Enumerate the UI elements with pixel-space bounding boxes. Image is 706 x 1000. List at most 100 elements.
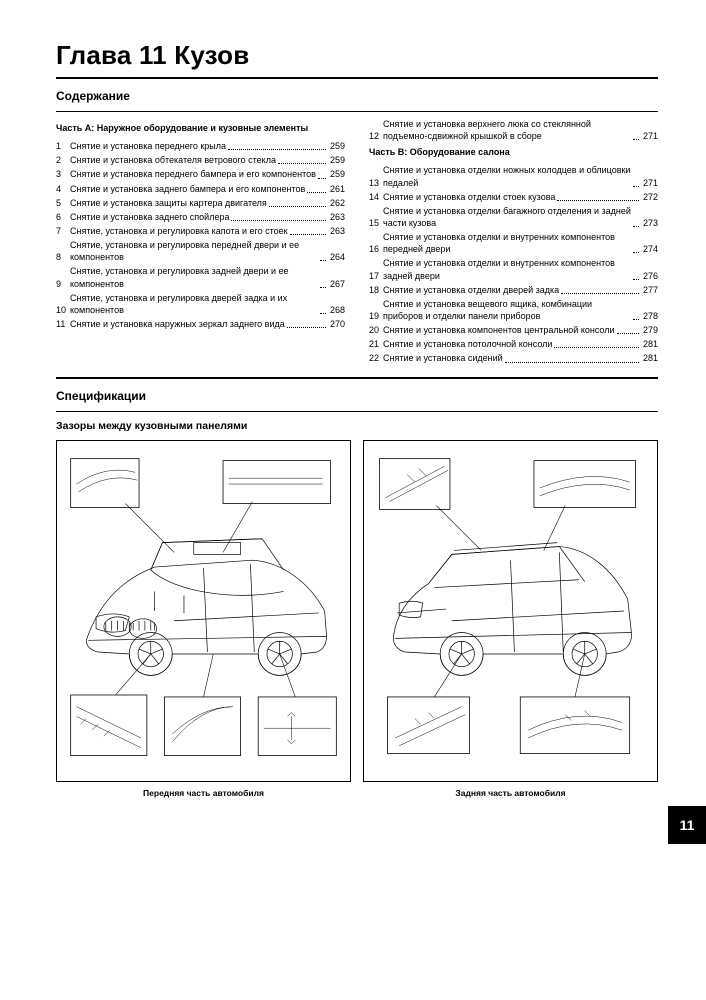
- toc-entry: 20Снятие и установка компонентов централ…: [369, 324, 658, 336]
- toc-text: Снятие и установка отделки и внутренних …: [383, 231, 631, 255]
- toc-leader: [633, 252, 639, 253]
- toc-leader: [320, 260, 326, 261]
- toc-entry: 2Снятие и установка обтекателя ветрового…: [56, 154, 345, 166]
- toc-page: 263: [328, 211, 345, 223]
- toc-text: Снятие и установка верхнего люка со стек…: [383, 118, 631, 142]
- toc-number: 5: [56, 197, 70, 209]
- toc-leader: [557, 200, 639, 201]
- toc-text: Снятие и установка отделки дверей задка: [383, 284, 559, 296]
- toc-page: 262: [328, 197, 345, 209]
- toc-page: 271: [641, 177, 658, 189]
- toc-text: Снятие и установка отделки стоек кузова: [383, 191, 555, 203]
- toc-page: 264: [328, 251, 345, 263]
- toc-number: 17: [369, 270, 383, 282]
- toc-leader: [320, 287, 326, 288]
- toc-number: 21: [369, 338, 383, 350]
- rule-under-contents: [56, 111, 658, 112]
- toc-page: 281: [641, 338, 658, 350]
- toc-text: Снятие и установка переднего крыла: [70, 140, 226, 152]
- toc-text: Снятие и установка заднего бампера и его…: [70, 183, 305, 195]
- toc-entry: 11Снятие и установка наружных зеркал зад…: [56, 318, 345, 330]
- toc-entry: 5Снятие и установка защиты картера двига…: [56, 197, 345, 209]
- toc-text: Снятие и установка компонентов центральн…: [383, 324, 615, 336]
- front-diagram-wrap: Передняя часть автомобиля: [56, 440, 351, 798]
- toc-leader: [633, 279, 639, 280]
- rear-svg: [364, 441, 657, 781]
- toc-number: 6: [56, 211, 70, 223]
- toc-entry: 22Снятие и установка сидений281: [369, 352, 658, 364]
- toc-leader: [561, 293, 639, 294]
- toc-left-column: Часть А: Наружное оборудование и кузовны…: [56, 118, 345, 367]
- rule-under-spec: [56, 411, 658, 412]
- toc-leader: [633, 226, 639, 227]
- toc-page: 259: [328, 140, 345, 152]
- diagram-row: Передняя часть автомобиля: [56, 440, 658, 798]
- toc-page: 273: [641, 217, 658, 229]
- toc-entry: 4Снятие и установка заднего бампера и ег…: [56, 183, 345, 195]
- toc-entry: 13Снятие и установка отделки ножных коло…: [369, 164, 658, 188]
- rule-above-spec: [56, 377, 658, 379]
- toc-leader: [633, 319, 639, 320]
- toc-text: Снятие и установка вещевого ящика, комби…: [383, 298, 631, 322]
- manual-page: Глава 11 Кузов Содержание Часть А: Наруж…: [0, 0, 706, 1000]
- toc-text: Снятие и установка защиты картера двигат…: [70, 197, 267, 209]
- toc-entry: 6Снятие и установка заднего спойлера263: [56, 211, 345, 223]
- toc-number: 19: [369, 310, 383, 322]
- toc-text: Снятие, установка и регулировка капота и…: [70, 225, 288, 237]
- part-b-title: Часть В: Оборудование салона: [369, 146, 658, 158]
- toc-page: 268: [328, 304, 345, 316]
- gap-subheading: Зазоры между кузовными панелями: [56, 420, 658, 432]
- toc-leader: [307, 192, 326, 193]
- toc-number: 14: [369, 191, 383, 203]
- toc-number: 20: [369, 324, 383, 336]
- chapter-side-tab: 11: [668, 806, 706, 844]
- toc-number: 3: [56, 168, 70, 180]
- toc-leader: [617, 333, 639, 334]
- toc-leader: [269, 206, 326, 207]
- toc-leader: [228, 149, 326, 150]
- rear-diagram-wrap: Задняя часть автомобиля: [363, 440, 658, 798]
- toc-entry: 14Снятие и установка отделки стоек кузов…: [369, 191, 658, 203]
- toc-entry: 3Снятие и установка переднего бампера и …: [56, 168, 345, 180]
- toc-page: 259: [328, 168, 345, 180]
- toc-text: Снятие и установка отделки ножных колодц…: [383, 164, 631, 188]
- toc-page: 263: [328, 225, 345, 237]
- toc-entry: 19Снятие и установка вещевого ящика, ком…: [369, 298, 658, 322]
- toc-leader: [231, 220, 325, 221]
- toc-number: 2: [56, 154, 70, 166]
- toc-page: 267: [328, 278, 345, 290]
- toc-number: 1: [56, 140, 70, 152]
- toc-entry: 18Снятие и установка отделки дверей задк…: [369, 284, 658, 296]
- toc-page: 277: [641, 284, 658, 296]
- toc-page: 272: [641, 191, 658, 203]
- front-diagram: [56, 440, 351, 782]
- toc-page: 278: [641, 310, 658, 322]
- part-a-title: Часть А: Наружное оборудование и кузовны…: [56, 122, 345, 134]
- rear-caption: Задняя часть автомобиля: [363, 788, 658, 798]
- chapter-title: Глава 11 Кузов: [56, 40, 658, 71]
- toc-entry: 7Снятие, установка и регулировка капота …: [56, 225, 345, 237]
- toc-text: Снятие и установка переднего бампера и е…: [70, 168, 316, 180]
- toc-text: Снятие, установка и регулировка задней д…: [70, 265, 318, 289]
- toc-number: 22: [369, 352, 383, 364]
- rule-under-title: [56, 77, 658, 79]
- front-svg: [57, 441, 350, 781]
- front-caption: Передняя часть автомобиля: [56, 788, 351, 798]
- toc-page: 259: [328, 154, 345, 166]
- toc-entry: 21Снятие и установка потолочной консоли 2…: [369, 338, 658, 350]
- toc-entry: 10Снятие, установка и регулировка дверей…: [56, 292, 345, 316]
- toc-number: 13: [369, 177, 383, 189]
- toc-entry: 15Снятие и установка отделки багажного о…: [369, 205, 658, 229]
- toc-text: Снятие и установка потолочной консоли: [383, 338, 552, 350]
- toc-page: 274: [641, 243, 658, 255]
- toc-number: 12: [369, 130, 383, 142]
- toc-entry: 9Снятие, установка и регулировка задней …: [56, 265, 345, 289]
- toc-page: 270: [328, 318, 345, 330]
- toc-number: 4: [56, 183, 70, 195]
- toc-number: 7: [56, 225, 70, 237]
- toc-page: 276: [641, 270, 658, 282]
- toc-text: Снятие и установка сидений: [383, 352, 503, 364]
- toc-text: Снятие и установка отделки багажного отд…: [383, 205, 631, 229]
- toc-leader: [554, 347, 639, 348]
- toc-entry: 12Снятие и установка верхнего люка со ст…: [369, 118, 658, 142]
